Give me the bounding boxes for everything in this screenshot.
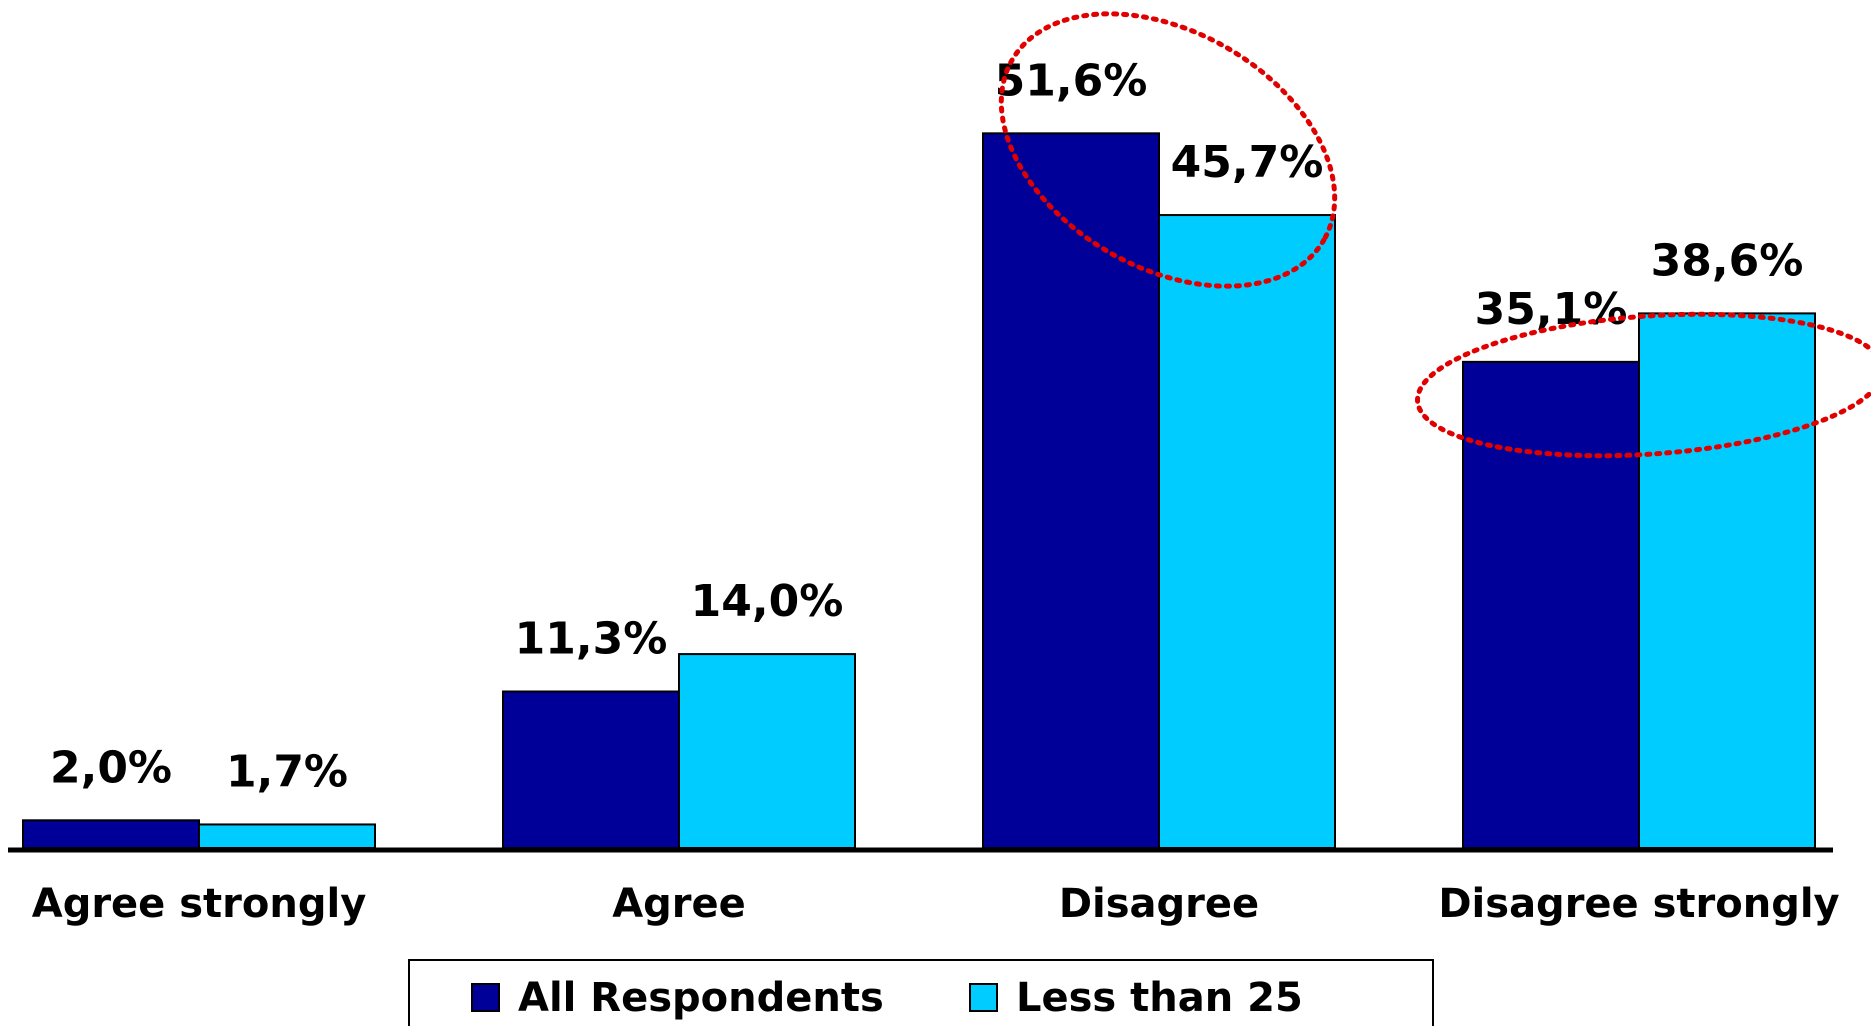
- legend-label-less-than-25: Less than 25: [1016, 975, 1303, 1021]
- category-label-agree-strongly: Agree strongly: [32, 881, 367, 927]
- legend-swatch-less-than-25: [969, 983, 998, 1012]
- category-labels-layer: Agree strongly Agree Disagree Disagree stro…: [32, 881, 1840, 927]
- bars-layer: [22, 132, 1816, 850]
- category-label-disagree-strongly: Disagree strongly: [1438, 881, 1839, 927]
- highlight-ellipse-disagree: [998, 11, 1338, 289]
- bar-disagree-strongly-all-respondents: [1462, 360, 1640, 849]
- value-label-agree-all-respondents: 11,3%: [515, 613, 668, 664]
- category-label-agree: Agree: [612, 881, 746, 927]
- bar-agree-strongly-all-respondents: [22, 819, 200, 849]
- value-label-agree-strongly-all-respondents: 2,0%: [50, 742, 172, 793]
- bar-agree-strongly-less-than-25: [198, 823, 376, 850]
- bar-disagree-all-respondents: [982, 132, 1160, 849]
- legend-swatch-all-respondents: [471, 983, 500, 1012]
- value-label-agree-less-than-25: 14,0%: [691, 576, 844, 627]
- category-label-disagree: Disagree: [1059, 881, 1259, 927]
- value-label-disagree-all-respondents: 51,6%: [995, 55, 1148, 106]
- highlight-ellipse-disagree-strongly: [1415, 311, 1871, 459]
- value-label-disagree-strongly-less-than-25: 38,6%: [1651, 235, 1804, 286]
- legend-box: [408, 959, 1434, 1026]
- value-label-disagree-less-than-25: 45,7%: [1171, 137, 1324, 188]
- legend: All Respondents Less than 25: [408, 959, 1434, 1026]
- bar-disagree-less-than-25: [1158, 214, 1336, 849]
- value-label-agree-strongly-less-than-25: 1,7%: [226, 746, 348, 797]
- legend-label-all-respondents: All Respondents: [518, 975, 884, 1021]
- value-labels-layer: 2,0% 1,7%11,3%14,0%51,6%45,7%35,1%38,6%: [50, 55, 1803, 797]
- bar-disagree-strongly-less-than-25: [1638, 312, 1816, 849]
- bar-agree-all-respondents: [502, 690, 680, 849]
- bar-agree-less-than-25: [678, 653, 856, 849]
